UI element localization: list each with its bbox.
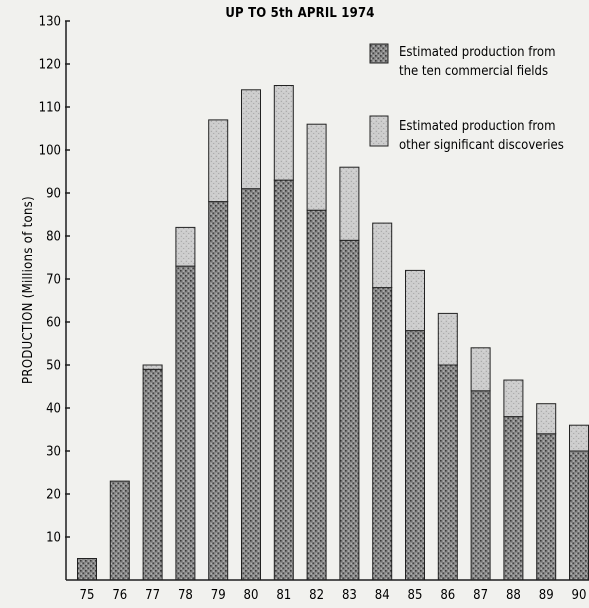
bar-other-discoveries [503,379,524,418]
bar-group [175,226,196,581]
bar-other-discoveries [569,424,589,452]
bar-commercial-fields [77,558,97,581]
bar-other-discoveries [437,312,458,366]
x-tick-label: 77 [145,588,160,603]
x-tick-label: 89 [539,588,554,603]
y-tick-label: 90 [46,187,61,202]
bar-group [109,480,130,581]
bar-group [372,222,393,581]
legend: Estimated production from the ten commer… [369,43,564,153]
bar-commercial-fields [339,239,360,581]
x-tick-label: 82 [309,588,324,603]
y-tick-label: 120 [39,58,61,73]
chart-title: UP TO 5th APRIL 1974 [225,6,374,21]
y-tick-label: 30 [46,445,61,460]
bar-other-discoveries [208,119,229,203]
bar-group [142,364,163,581]
x-tick-label: 78 [178,588,193,603]
bar-other-discoveries [470,347,491,392]
bar-commercial-fields [503,416,524,581]
bar-group [241,89,261,581]
bar-other-discoveries [241,89,261,190]
legend-swatch-commercial-fields [369,43,389,64]
bars [77,85,589,581]
bar-other-discoveries [536,403,557,435]
x-tick-label: 86 [440,588,455,603]
y-tick-label: 40 [46,402,61,417]
x-tick-label: 80 [244,588,259,603]
bar-group [503,379,524,581]
y-tick-label: 130 [39,15,61,30]
x-tick-label: 90 [572,588,587,603]
x-tick-label: 83 [342,588,357,603]
bar-commercial-fields [372,287,393,581]
bar-commercial-fields [142,368,163,581]
legend-swatch-other-discoveries [369,115,389,147]
bar-other-discoveries [372,222,393,289]
bar-commercial-fields [437,364,458,581]
x-tick-label: 76 [112,588,127,603]
bar-group [470,347,491,581]
bar-other-discoveries [339,166,360,241]
legend-label-other-discoveries-line2: other significant discoveries [399,138,564,153]
x-axis: 75 76 77 78 79 80 81 82 83 84 85 86 87 88 89 90 [66,579,589,603]
bar-group [569,424,589,581]
y-tick-label: 60 [46,316,61,331]
x-tick-label: 75 [80,588,95,603]
bar-other-discoveries [306,123,327,211]
bar-group [536,403,557,581]
bar-group [273,85,294,581]
y-tick-label: 110 [39,101,61,116]
legend-label-commercial-fields-line1: Estimated production from [399,45,555,60]
bar-commercial-fields [405,330,425,581]
bar-group [77,558,97,581]
bar-commercial-fields [241,188,261,581]
y-axis: 10 20 30 40 50 60 70 80 90 100 110 120 130 [39,15,70,580]
x-tick-label: 88 [506,588,521,603]
x-tick-label: 81 [276,588,291,603]
legend-label-commercial-fields-line2: the ten commercial fields [399,64,548,79]
y-tick-label: 80 [46,230,61,245]
x-tick-label: 84 [375,588,390,603]
y-tick-label: 10 [46,531,61,546]
bar-commercial-fields [470,390,491,581]
bar-commercial-fields [536,433,557,581]
bar-commercial-fields [569,450,589,581]
bar-other-discoveries [273,85,294,181]
legend-label-other-discoveries-line1: Estimated production from [399,119,555,134]
bar-group [306,123,327,581]
bar-commercial-fields [175,265,196,581]
x-tick-label: 87 [473,588,488,603]
bar-group [437,312,458,581]
y-tick-label: 20 [46,488,61,503]
bar-group [208,119,229,581]
bar-commercial-fields [208,201,229,581]
bar-other-discoveries [175,226,196,267]
bar-commercial-fields [109,480,130,581]
bar-other-discoveries [142,364,163,370]
y-axis-label: PRODUCTION (Millions of tons) [21,196,36,384]
bar-commercial-fields [273,179,294,581]
y-tick-label: 70 [46,273,61,288]
bar-other-discoveries [405,269,425,332]
bar-group [339,166,360,581]
x-tick-label: 79 [211,588,226,603]
y-tick-label: 50 [46,359,61,374]
y-tick-label: 100 [39,144,61,159]
bar-commercial-fields [306,209,327,581]
bar-group [405,269,425,581]
x-tick-label: 85 [408,588,423,603]
